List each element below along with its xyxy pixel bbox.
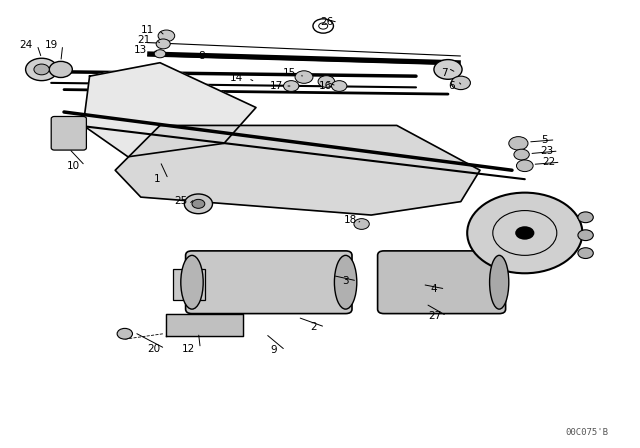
Polygon shape <box>83 63 256 157</box>
Text: 18: 18 <box>344 215 357 225</box>
Text: 5: 5 <box>541 135 547 145</box>
Text: 14: 14 <box>230 73 243 83</box>
Circle shape <box>578 212 593 223</box>
Circle shape <box>332 81 347 91</box>
Circle shape <box>509 137 528 150</box>
Text: 17: 17 <box>270 81 283 91</box>
Text: 23: 23 <box>541 146 554 156</box>
Circle shape <box>578 248 593 258</box>
Bar <box>173 269 205 300</box>
Polygon shape <box>115 125 480 215</box>
Text: 27: 27 <box>429 311 442 321</box>
Circle shape <box>158 30 175 42</box>
FancyBboxPatch shape <box>378 251 506 314</box>
Text: 6: 6 <box>448 81 454 91</box>
Circle shape <box>516 160 533 172</box>
Text: 26: 26 <box>320 17 333 27</box>
Text: 2: 2 <box>310 322 317 332</box>
Ellipse shape <box>490 255 509 309</box>
Text: 7: 7 <box>442 68 448 78</box>
Circle shape <box>284 81 299 91</box>
Text: 24: 24 <box>19 40 32 50</box>
Text: 9: 9 <box>271 345 277 355</box>
Polygon shape <box>166 314 243 336</box>
Circle shape <box>354 219 369 229</box>
Circle shape <box>184 194 212 214</box>
FancyBboxPatch shape <box>51 116 86 150</box>
Circle shape <box>117 328 132 339</box>
Text: 13: 13 <box>134 45 147 55</box>
Text: 15: 15 <box>284 68 296 78</box>
FancyBboxPatch shape <box>186 251 352 314</box>
Circle shape <box>49 61 72 78</box>
Text: 10: 10 <box>67 161 80 171</box>
Text: 25: 25 <box>175 196 188 206</box>
Circle shape <box>192 199 205 208</box>
Ellipse shape <box>181 255 204 309</box>
Circle shape <box>578 230 593 241</box>
Circle shape <box>514 149 529 160</box>
Text: 3: 3 <box>342 276 349 286</box>
Text: 1: 1 <box>154 174 160 184</box>
Circle shape <box>451 76 470 90</box>
Text: 12: 12 <box>182 344 195 353</box>
Circle shape <box>434 60 462 79</box>
Circle shape <box>467 193 582 273</box>
Circle shape <box>156 39 170 49</box>
Text: 4: 4 <box>431 284 437 294</box>
Text: 8: 8 <box>198 51 205 61</box>
Text: 19: 19 <box>45 40 58 50</box>
Circle shape <box>515 226 534 240</box>
Text: 00C075'B: 00C075'B <box>565 428 608 437</box>
Text: 20: 20 <box>147 344 160 353</box>
Circle shape <box>26 58 58 81</box>
Text: 11: 11 <box>141 25 154 35</box>
Circle shape <box>295 71 313 83</box>
Text: 22: 22 <box>543 157 556 167</box>
Text: 21: 21 <box>138 35 150 45</box>
Circle shape <box>34 64 49 75</box>
Text: 16: 16 <box>319 81 332 91</box>
Circle shape <box>154 50 166 58</box>
Ellipse shape <box>335 255 357 309</box>
Circle shape <box>318 76 335 87</box>
